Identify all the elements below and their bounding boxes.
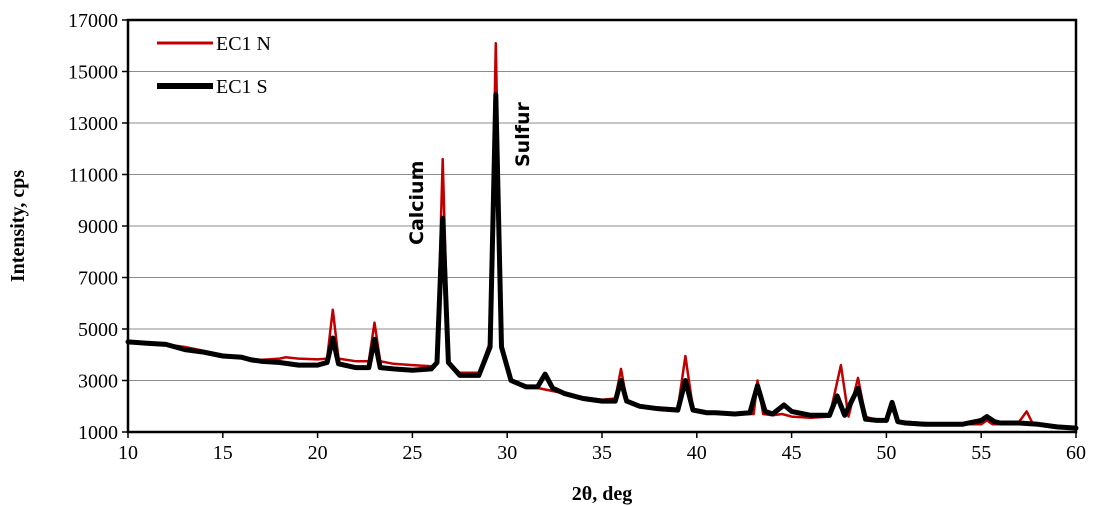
x-tick-label: 10 [118, 442, 138, 464]
annotation-calcium: Calcium [406, 161, 428, 245]
y-axis-title: Intensity, cps [7, 170, 29, 282]
y-tick-label: 9000 [78, 216, 118, 238]
legend-label-ec1-n: EC1 N [216, 33, 271, 55]
legend: EC1 N EC1 S [157, 33, 271, 98]
x-tick-label: 20 [308, 442, 328, 464]
y-tick-label: 13000 [68, 113, 118, 135]
x-tick-label: 15 [213, 442, 233, 464]
y-tick-label: 1000 [78, 422, 118, 444]
x-tick-label: 35 [592, 442, 612, 464]
x-tick-labels: 10 15 20 25 30 35 40 45 50 55 60 [118, 442, 1086, 464]
x-tick-label: 60 [1066, 442, 1086, 464]
x-tick-label: 55 [971, 442, 991, 464]
x-axis-title: 2θ, deg [572, 483, 632, 505]
y-tick-label: 17000 [68, 10, 118, 32]
y-tick-labels: 1000 3000 5000 7000 9000 11000 13000 15000 17000 [68, 10, 118, 444]
y-tick-label: 3000 [78, 371, 118, 393]
x-tick-label: 25 [402, 442, 422, 464]
series-layer [125, 41, 1079, 431]
gridlines [128, 71, 1076, 381]
x-tick-label: 40 [687, 442, 707, 464]
y-tick-label: 15000 [68, 62, 118, 84]
y-tick-label: 11000 [69, 165, 118, 187]
legend-label-ec1-s: EC1 S [216, 76, 268, 98]
x-tick-label: 50 [876, 442, 896, 464]
y-tick-label: 7000 [78, 268, 118, 290]
x-tick-label: 30 [497, 442, 517, 464]
annotation-sulfur: Sulfur [512, 101, 534, 167]
tick-marks [122, 19, 1077, 438]
y-tick-label: 5000 [78, 319, 118, 341]
series-line-ec1-s [125, 92, 1079, 431]
x-tick-label: 45 [782, 442, 802, 464]
